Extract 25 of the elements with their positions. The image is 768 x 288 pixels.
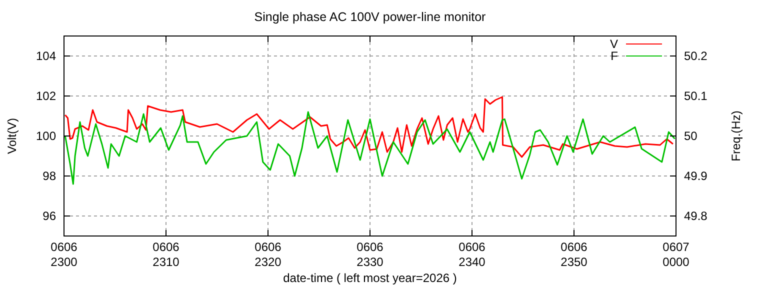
x-tick-label: 0606 2350 [560, 240, 588, 269]
y-tick-label: 100 [36, 129, 56, 143]
x-tick-label: 0607 0000 [662, 240, 690, 269]
y2-tick-label: 49.9 [684, 169, 708, 183]
y2-axis-title: Freq.(Hz) [729, 110, 743, 162]
legend-label: F [610, 49, 618, 63]
x-axis-title: date-time ( left most year=2026 ) [283, 271, 457, 285]
line-series [64, 111, 676, 185]
chart-title: Single phase AC 100V power-line monitor [254, 10, 486, 24]
x-tick-label: 0606 2330 [356, 240, 384, 269]
x-tick-label: 0606 2300 [50, 240, 78, 269]
y2-tick-label: 50.1 [684, 89, 708, 103]
x-tick-label: 0606 2310 [152, 240, 180, 269]
y-tick-label: 98 [42, 169, 56, 183]
line-series [64, 96, 674, 158]
y-tick-label: 102 [36, 89, 56, 103]
y-tick-label: 96 [42, 209, 56, 223]
x-tick-label: 0606 2320 [254, 240, 282, 269]
y2-tick-label: 50.2 [684, 49, 708, 63]
x-tick-label: 0606 2340 [458, 240, 486, 269]
y2-tick-label: 50 [684, 129, 698, 143]
legend-label: V [610, 37, 618, 51]
y-tick-label: 104 [36, 49, 56, 63]
y2-tick-label: 49.8 [684, 209, 708, 223]
y-axis-title: Volt(V) [5, 118, 19, 154]
